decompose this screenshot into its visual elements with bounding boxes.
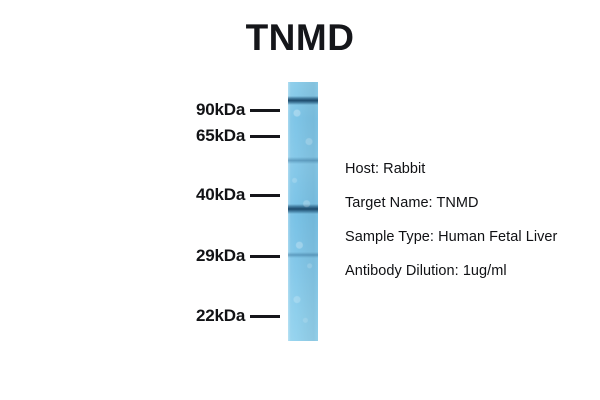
ladder-tick-icon [250,193,281,197]
ladder-tick-icon [250,314,281,318]
membrane-strip [288,82,318,341]
ladder-label: 65kDa [196,126,246,145]
ladder-marker-90kda: 90kDa [196,99,281,121]
ladder-label: 90kDa [196,100,246,119]
ladder-marker-22kda: 22kDa [196,305,281,327]
ladder-tick-icon [250,254,281,258]
page-title: TNMD [245,17,355,58]
ladder-label: 29kDa [196,246,246,265]
protein-band [288,252,318,258]
ladder-tick-icon [250,108,281,112]
detail-target-name: Target Name: TNMD [345,195,479,211]
detail-host: Host: Rabbit [345,161,426,177]
protein-band [288,157,318,164]
protein-band [288,96,318,105]
ladder-marker-29kda: 29kDa [196,245,281,267]
blot-lane [288,82,318,341]
ladder-marker-65kda: 65kDa [196,125,281,147]
molecular-weight-ladder: 90kDa 65kDa 40kDa 29kDa 22kDa [196,99,281,327]
detail-sample-type: Sample Type: Human Fetal Liver [345,229,558,245]
detail-antibody-dilution: Antibody Dilution: 1ug/ml [345,263,507,279]
ladder-label: 40kDa [196,185,246,204]
experiment-details: Host: Rabbit Target Name: TNMD Sample Ty… [345,152,595,288]
ladder-label: 22kDa [196,306,246,325]
ladder-tick-icon [250,134,281,138]
ladder-marker-40kda: 40kDa [196,184,281,206]
protein-band [288,204,318,214]
